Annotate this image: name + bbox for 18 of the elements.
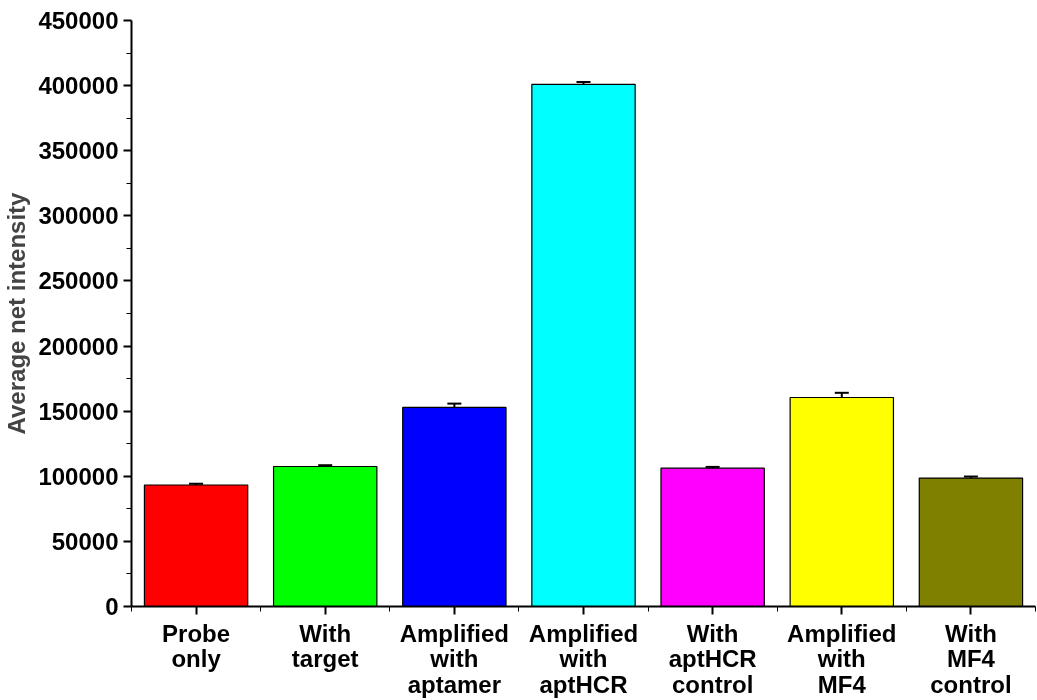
y-tick-label: 50000 bbox=[51, 527, 119, 555]
x-tick-label: Amplified with MF4 bbox=[787, 619, 897, 698]
y-tick-label: 150000 bbox=[38, 397, 119, 425]
y-tick-label: 0 bbox=[105, 593, 119, 620]
x-tick-label: Probe only bbox=[162, 619, 231, 673]
x-tick-label: Amplified with aptamer bbox=[399, 619, 510, 698]
y-tick-label: 450000 bbox=[38, 7, 119, 34]
y-tick-label: 250000 bbox=[38, 267, 119, 295]
y-tick-label: 400000 bbox=[38, 72, 119, 100]
x-tick-label: With target bbox=[291, 619, 359, 673]
x-tick-label: With aptHCR control bbox=[668, 619, 757, 698]
y-tick-label: 100000 bbox=[38, 462, 119, 490]
y-axis-title: Average net intensity bbox=[3, 191, 31, 435]
x-tick-label: With MF4 control bbox=[930, 619, 1012, 698]
x-tick-label: Amplified with aptHCR bbox=[528, 619, 639, 698]
y-tick-label: 350000 bbox=[38, 137, 119, 165]
y-tick-label: 200000 bbox=[38, 332, 119, 360]
y-tick-label: 300000 bbox=[38, 202, 119, 230]
